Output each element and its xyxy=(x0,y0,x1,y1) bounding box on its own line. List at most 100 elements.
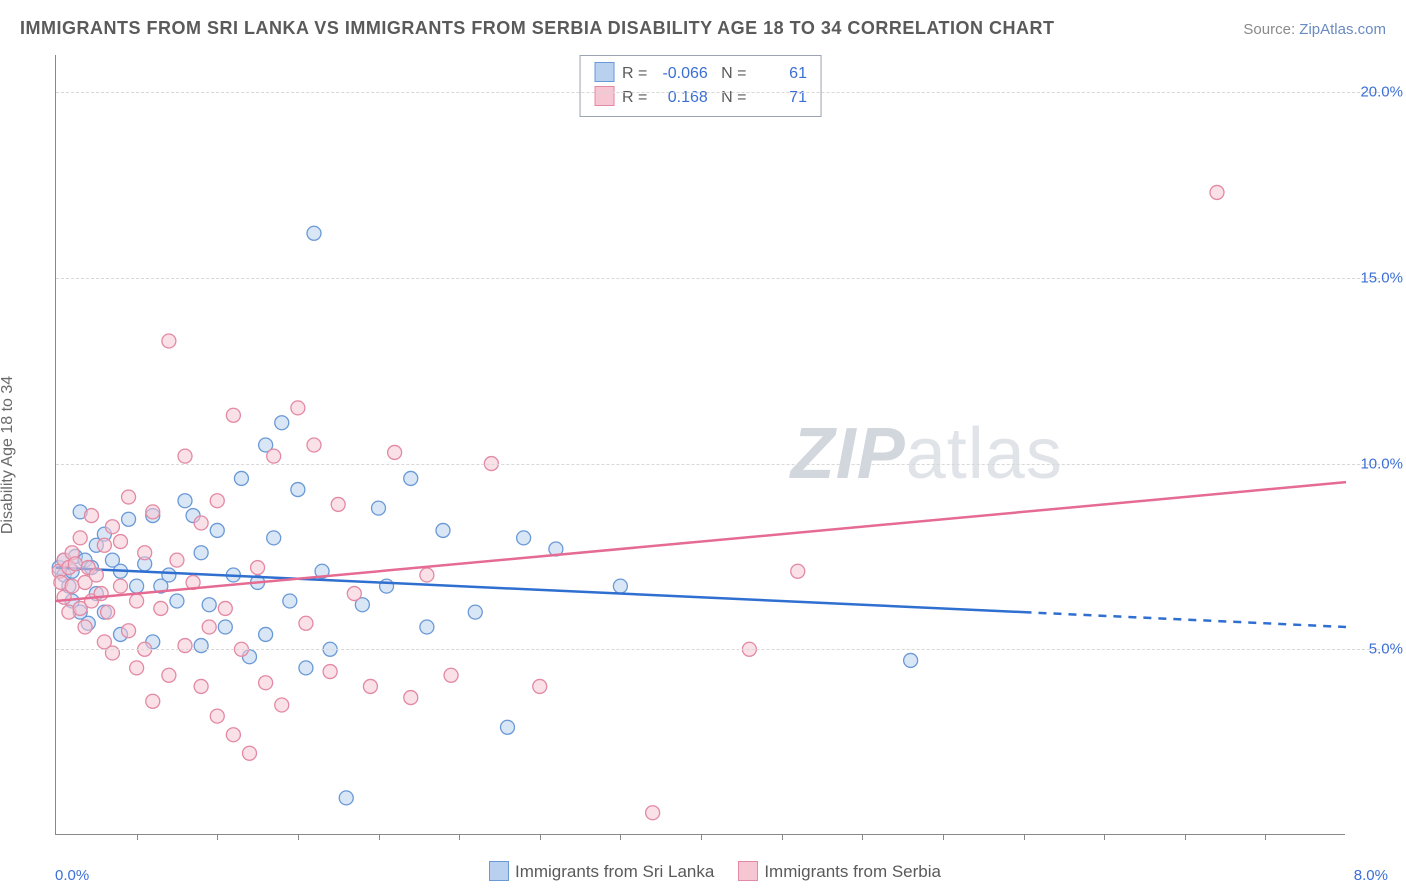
data-point-serbia xyxy=(130,594,144,608)
x-tick-mark xyxy=(137,834,138,840)
data-point-serbia xyxy=(218,601,232,615)
correlation-legend: R = -0.066 N = 61R = 0.168 N = 71 xyxy=(579,55,822,117)
data-point-sri_lanka xyxy=(613,579,627,593)
data-point-serbia xyxy=(146,694,160,708)
gridline xyxy=(56,649,1385,650)
data-point-serbia xyxy=(130,661,144,675)
y-tick-label: 20.0% xyxy=(1360,84,1403,101)
data-point-sri_lanka xyxy=(194,546,208,560)
x-tick-mark xyxy=(1104,834,1105,840)
data-point-serbia xyxy=(275,698,289,712)
data-point-serbia xyxy=(65,579,79,593)
data-point-serbia xyxy=(73,531,87,545)
source-label: Source: ZipAtlas.com xyxy=(1243,21,1386,38)
n-value-sri_lanka: 61 xyxy=(751,62,807,86)
data-point-sri_lanka xyxy=(517,531,531,545)
regression-line-sri_lanka xyxy=(56,568,1024,613)
data-point-sri_lanka xyxy=(202,598,216,612)
data-point-serbia xyxy=(97,538,111,552)
gridline xyxy=(56,92,1385,93)
data-point-sri_lanka xyxy=(194,639,208,653)
data-point-serbia xyxy=(243,746,257,760)
data-point-sri_lanka xyxy=(170,594,184,608)
chart-title: IMMIGRANTS FROM SRI LANKA VS IMMIGRANTS … xyxy=(20,18,1055,39)
data-point-serbia xyxy=(347,587,361,601)
data-point-serbia xyxy=(791,564,805,578)
data-point-sri_lanka xyxy=(267,531,281,545)
legend-label-serbia: Immigrants from Serbia xyxy=(764,862,941,881)
data-point-serbia xyxy=(259,676,273,690)
corr-row-sri_lanka: R = -0.066 N = 61 xyxy=(594,62,807,86)
series-legend: Immigrants from Sri Lanka Immigrants from… xyxy=(0,861,1406,882)
x-tick-mark xyxy=(862,834,863,840)
x-tick-mark xyxy=(459,834,460,840)
data-point-serbia xyxy=(420,568,434,582)
data-point-serbia xyxy=(68,557,82,571)
data-point-serbia xyxy=(78,620,92,634)
data-point-sri_lanka xyxy=(122,512,136,526)
corr-row-serbia: R = 0.168 N = 71 xyxy=(594,86,807,110)
x-tick-mark xyxy=(379,834,380,840)
x-tick-mark xyxy=(1185,834,1186,840)
gridline xyxy=(56,464,1385,465)
data-point-sri_lanka xyxy=(162,568,176,582)
y-tick-label: 10.0% xyxy=(1360,455,1403,472)
data-point-serbia xyxy=(194,516,208,530)
data-point-serbia xyxy=(105,646,119,660)
data-point-serbia xyxy=(1210,185,1224,199)
data-point-sri_lanka xyxy=(339,791,353,805)
x-tick-mark xyxy=(1265,834,1266,840)
data-point-serbia xyxy=(323,665,337,679)
data-point-sri_lanka xyxy=(291,483,305,497)
y-tick-label: 15.0% xyxy=(1360,269,1403,286)
r-label: R = xyxy=(622,65,647,82)
data-point-serbia xyxy=(226,728,240,742)
y-axis-label: Disability Age 18 to 34 xyxy=(0,376,17,534)
chart-plot-area: ZIPatlas R = -0.066 N = 61R = 0.168 N = … xyxy=(55,55,1345,835)
data-point-serbia xyxy=(363,679,377,693)
data-point-sri_lanka xyxy=(130,579,144,593)
scatter-svg xyxy=(56,55,1345,834)
data-point-serbia xyxy=(202,620,216,634)
x-tick-mark xyxy=(620,834,621,840)
data-point-serbia xyxy=(105,520,119,534)
data-point-serbia xyxy=(291,401,305,415)
corr-swatch-serbia xyxy=(594,86,614,106)
data-point-serbia xyxy=(84,509,98,523)
legend-label-sri_lanka: Immigrants from Sri Lanka xyxy=(515,862,714,881)
data-point-serbia xyxy=(89,568,103,582)
regression-line-serbia xyxy=(56,482,1346,601)
r-value-serbia: 0.168 xyxy=(652,86,708,110)
data-point-sri_lanka xyxy=(275,416,289,430)
data-point-serbia xyxy=(210,709,224,723)
gridline xyxy=(56,278,1385,279)
data-point-serbia xyxy=(444,668,458,682)
n-label: N = xyxy=(721,65,746,82)
data-point-sri_lanka xyxy=(307,226,321,240)
data-point-sri_lanka xyxy=(234,471,248,485)
data-point-serbia xyxy=(299,616,313,630)
data-point-serbia xyxy=(114,579,128,593)
data-point-serbia xyxy=(101,605,115,619)
data-point-sri_lanka xyxy=(372,501,386,515)
data-point-serbia xyxy=(331,497,345,511)
data-point-serbia xyxy=(114,535,128,549)
data-point-serbia xyxy=(307,438,321,452)
data-point-serbia xyxy=(251,561,265,575)
data-point-serbia xyxy=(154,601,168,615)
data-point-serbia xyxy=(162,668,176,682)
x-tick-mark xyxy=(1024,834,1025,840)
data-point-sri_lanka xyxy=(283,594,297,608)
data-point-sri_lanka xyxy=(436,523,450,537)
data-point-sri_lanka xyxy=(210,523,224,537)
corr-swatch-sri_lanka xyxy=(594,62,614,82)
n-value-serbia: 71 xyxy=(751,86,807,110)
data-point-serbia xyxy=(404,691,418,705)
data-point-serbia xyxy=(170,553,184,567)
data-point-serbia xyxy=(162,334,176,348)
data-point-sri_lanka xyxy=(178,494,192,508)
source-link[interactable]: ZipAtlas.com xyxy=(1299,21,1386,38)
data-point-serbia xyxy=(138,546,152,560)
data-point-sri_lanka xyxy=(501,720,515,734)
y-tick-label: 5.0% xyxy=(1369,641,1403,658)
